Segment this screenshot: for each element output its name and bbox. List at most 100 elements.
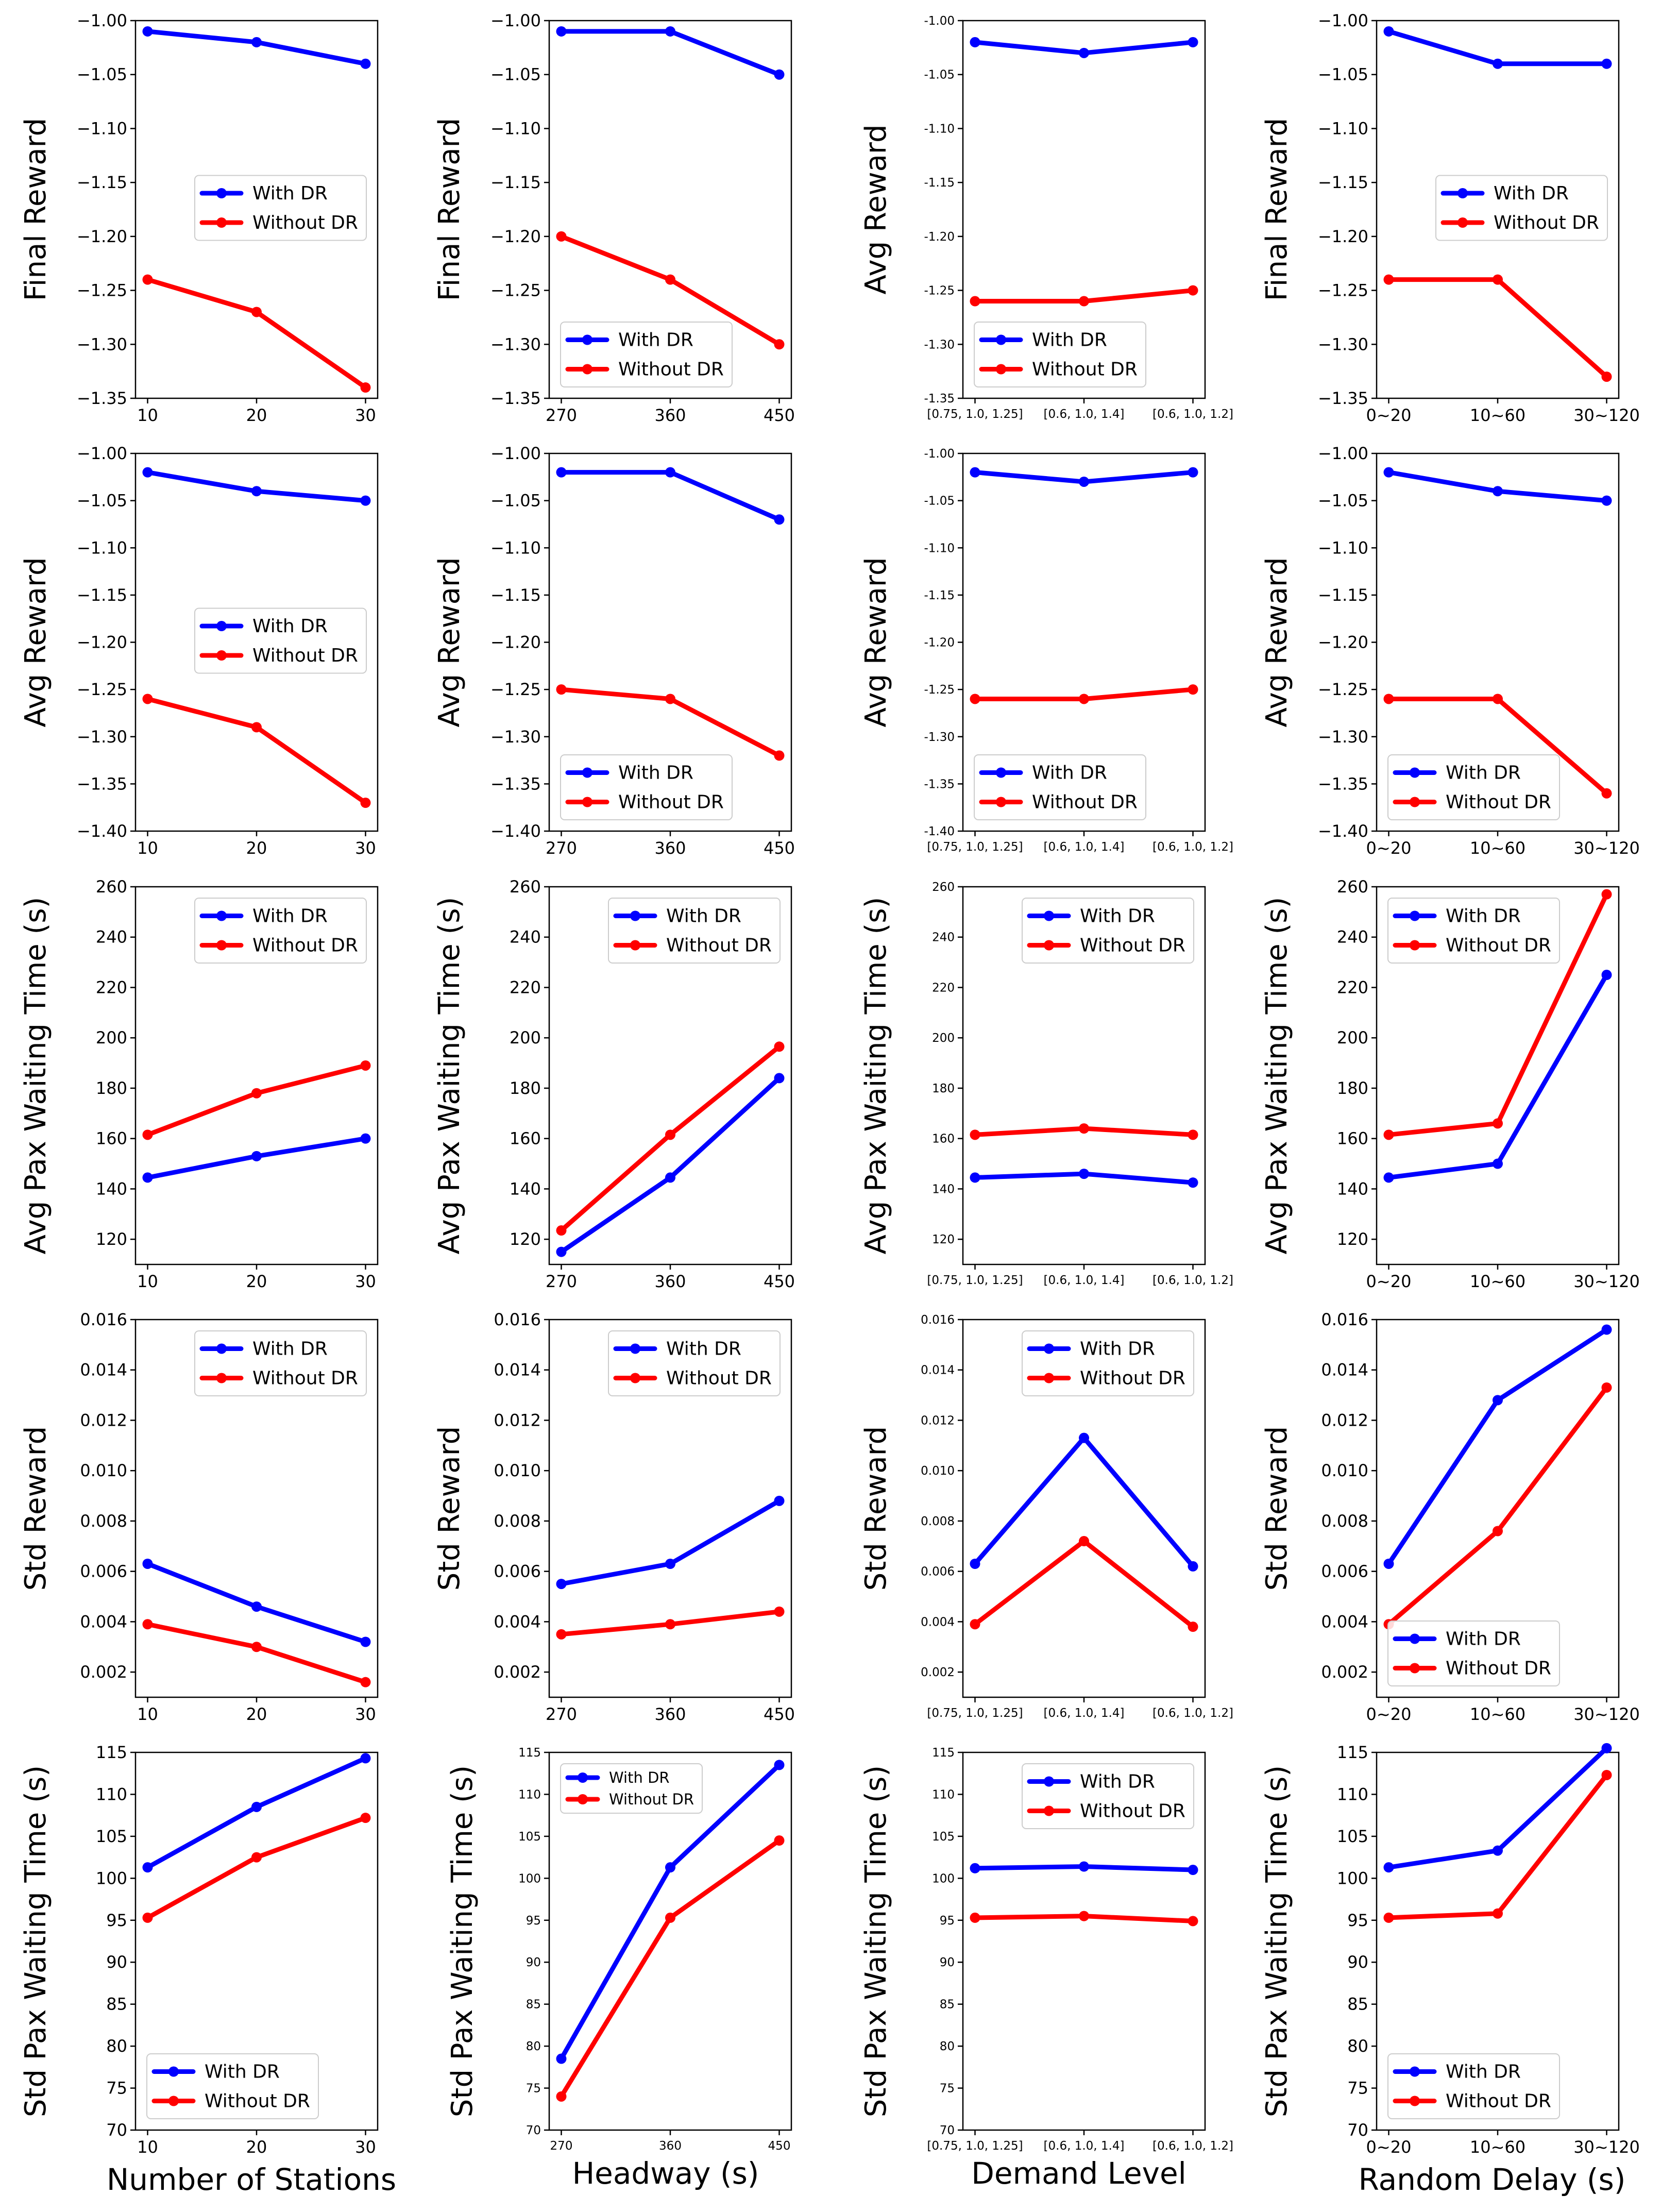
legend-label: Without DR bbox=[609, 1791, 694, 1808]
data-point bbox=[970, 1172, 980, 1183]
x-tick-label: 30 bbox=[355, 406, 376, 425]
legend: With DR Without DR bbox=[194, 1330, 367, 1396]
data-point bbox=[665, 694, 675, 704]
x-tick-label: 10 bbox=[137, 838, 158, 858]
y-tick-label: −1.05 bbox=[77, 491, 127, 511]
legend-label: Without DR bbox=[205, 2091, 310, 2112]
y-tick-label: 105 bbox=[932, 1830, 955, 1844]
data-point bbox=[665, 1912, 675, 1923]
x-tick-label: 30 bbox=[355, 2137, 376, 2157]
legend: With DR Without DR bbox=[146, 2053, 319, 2119]
x-tick-label: 10~60 bbox=[1470, 838, 1526, 858]
data-point bbox=[1188, 1622, 1198, 1632]
legend-label: Without DR bbox=[1446, 792, 1551, 813]
data-point bbox=[1493, 274, 1503, 285]
subplot-r4-c0: 70 75 80 85 90 95 100 105 110 115 10 20 30 Std Pax Wa… bbox=[19, 1743, 379, 2157]
legend: With DR Without DR bbox=[1435, 175, 1608, 241]
legend-marker bbox=[1044, 940, 1054, 951]
x-axis-label-delay: Random Delay (s) bbox=[1359, 2162, 1626, 2197]
x-tick-label: [0.75, 1.0, 1.25] bbox=[927, 2139, 1023, 2153]
y-tick-label: -1.25 bbox=[924, 284, 955, 298]
x-tick-label: 450 bbox=[764, 1272, 795, 1291]
y-tick-label: 260 bbox=[932, 881, 955, 894]
data-point bbox=[1601, 1324, 1612, 1335]
y-tick-label: 200 bbox=[510, 1028, 541, 1048]
y-tick-label: 0.016 bbox=[80, 1310, 127, 1329]
legend: With DR Without DR bbox=[560, 1763, 703, 1814]
x-tick-label: 30 bbox=[355, 838, 376, 858]
data-point bbox=[1188, 1177, 1198, 1188]
y-tick-label: 120 bbox=[510, 1229, 541, 1249]
y-axis-label: Std Reward bbox=[1260, 1426, 1294, 1591]
y-tick-label: 0.010 bbox=[921, 1464, 955, 1478]
data-point bbox=[142, 1172, 153, 1183]
data-point bbox=[1383, 1559, 1394, 1569]
y-tick-label: -1.20 bbox=[924, 230, 955, 244]
y-tick-label: 80 bbox=[106, 2036, 127, 2056]
x-tick-label: [0.75, 1.0, 1.25] bbox=[927, 840, 1023, 854]
legend-marker bbox=[578, 1772, 588, 1783]
data-point bbox=[1079, 476, 1089, 487]
y-tick-label: −1.35 bbox=[490, 774, 541, 793]
y-tick-label: −1.15 bbox=[490, 585, 541, 605]
y-tick-label: 0.016 bbox=[494, 1310, 541, 1329]
y-tick-label: 80 bbox=[526, 2040, 541, 2053]
x-tick-label: 10~60 bbox=[1470, 406, 1526, 425]
y-tick-label: 140 bbox=[932, 1183, 955, 1196]
legend-label: Without DR bbox=[1080, 935, 1185, 956]
legend-marker bbox=[1410, 2066, 1420, 2077]
legend-marker bbox=[1410, 2096, 1420, 2106]
y-tick-label: 75 bbox=[1347, 2079, 1368, 2098]
y-tick-label: 80 bbox=[1347, 2036, 1368, 2056]
x-tick-label: 360 bbox=[654, 406, 686, 425]
legend-label: Without DR bbox=[1032, 359, 1138, 380]
x-tick-label: 30 bbox=[355, 1272, 376, 1291]
data-point bbox=[970, 694, 980, 704]
y-tick-label: −1.20 bbox=[1318, 633, 1368, 652]
y-axis-label: Avg Reward bbox=[859, 124, 893, 294]
legend-marker bbox=[582, 364, 592, 375]
data-point bbox=[142, 1619, 153, 1630]
y-tick-label: −1.35 bbox=[77, 774, 127, 793]
legend-marker bbox=[1410, 940, 1420, 951]
y-tick-label: −1.25 bbox=[1318, 680, 1368, 699]
y-tick-label: 100 bbox=[518, 1872, 541, 1885]
y-tick-label: 115 bbox=[96, 1743, 127, 1762]
x-tick-label: [0.6, 1.0, 1.2] bbox=[1152, 1707, 1233, 1720]
x-tick-label: [0.6, 1.0, 1.4] bbox=[1044, 840, 1125, 854]
legend-label: Without DR bbox=[252, 935, 358, 956]
y-tick-label: 110 bbox=[518, 1788, 541, 1801]
data-point bbox=[1601, 970, 1612, 981]
x-tick-label: 30~120 bbox=[1573, 838, 1640, 858]
subplot-panels: −1.00 −1.05 −1.10 −1.15 −1.20 −1.25 −1.30 −1.35… bbox=[19, 11, 1640, 2157]
data-point bbox=[1493, 1118, 1503, 1129]
legend-marker bbox=[1044, 910, 1054, 921]
x-tick-label: 360 bbox=[654, 838, 686, 858]
y-tick-label: −1.25 bbox=[77, 680, 127, 699]
data-point bbox=[556, 2053, 567, 2064]
data-point bbox=[774, 1041, 785, 1052]
subplot-r1-c0: −1.00 −1.05 −1.10 −1.15 −1.20 −1.25 −1.30 −1.35… bbox=[19, 444, 379, 858]
y-tick-label: 160 bbox=[932, 1133, 955, 1146]
y-tick-label: 100 bbox=[96, 1868, 127, 1888]
legend-label: With DR bbox=[1080, 1771, 1155, 1793]
data-point bbox=[251, 1801, 262, 1812]
y-tick-label: -1.15 bbox=[924, 176, 955, 190]
data-point bbox=[251, 1642, 262, 1652]
y-tick-label: 180 bbox=[510, 1078, 541, 1098]
data-point bbox=[1493, 1845, 1503, 1856]
x-axis-label-stations: Number of Stations bbox=[107, 2162, 396, 2197]
legend-marker bbox=[216, 910, 227, 921]
x-tick-label: [0.6, 1.0, 1.2] bbox=[1152, 840, 1233, 854]
data-point bbox=[1383, 274, 1394, 285]
legend-label: With DR bbox=[666, 906, 741, 927]
legend-label: With DR bbox=[618, 763, 693, 784]
x-tick-label: 270 bbox=[546, 1272, 577, 1291]
data-point bbox=[665, 26, 675, 37]
data-point bbox=[1079, 1123, 1089, 1134]
y-tick-label: 90 bbox=[1347, 1952, 1368, 1972]
x-tick-label: 450 bbox=[764, 1704, 795, 1724]
data-point bbox=[1188, 467, 1198, 478]
data-point bbox=[251, 307, 262, 317]
data-point bbox=[1493, 1395, 1503, 1406]
